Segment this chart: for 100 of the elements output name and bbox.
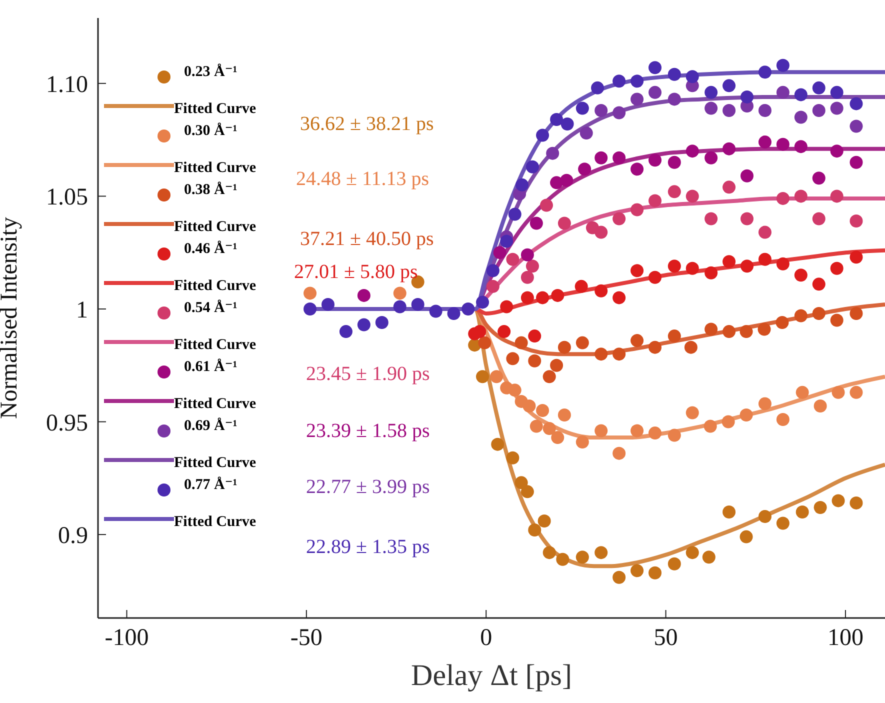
point (304, 302, 317, 316)
point (528, 354, 542, 368)
point (630, 264, 644, 278)
point (526, 260, 539, 273)
point (357, 288, 370, 302)
point (648, 426, 662, 440)
point (411, 298, 424, 311)
point (812, 212, 826, 226)
point (393, 286, 406, 300)
point (486, 280, 500, 293)
point (794, 190, 808, 203)
point (740, 325, 753, 338)
point (528, 524, 542, 537)
point (612, 151, 626, 164)
point (668, 557, 681, 570)
point (550, 358, 564, 372)
legend-label: Fitted Curve (174, 396, 256, 412)
point (794, 268, 808, 282)
point (704, 86, 718, 99)
point (508, 384, 522, 397)
point (722, 505, 736, 518)
annotation: 24.48 ± 11.13 ps (296, 168, 430, 191)
point (686, 144, 699, 158)
point (812, 306, 826, 320)
point (740, 408, 753, 422)
point (704, 151, 718, 164)
y-axis-title: Normalised Intensity (0, 217, 23, 419)
point (648, 154, 662, 167)
point (648, 194, 662, 208)
point (704, 420, 717, 433)
point (556, 552, 570, 566)
point (686, 190, 699, 203)
point (830, 144, 844, 158)
point (630, 564, 644, 578)
annotation: 23.45 ± 1.90 ps (306, 363, 430, 386)
point (776, 58, 790, 72)
point (850, 306, 863, 320)
y-tick-label: 1 (76, 297, 88, 324)
point (850, 156, 863, 169)
point (576, 102, 589, 115)
point (520, 270, 534, 284)
x-tick-label: -50 (290, 625, 322, 652)
point (304, 286, 317, 300)
point (850, 120, 863, 133)
point (500, 234, 514, 248)
point (850, 386, 863, 399)
point (704, 102, 718, 115)
point (704, 322, 718, 336)
legend-label: 0.61 Å⁻¹ (184, 359, 238, 376)
point (704, 266, 718, 280)
point (648, 86, 662, 99)
annotation: 37.21 ± 40.50 ps (300, 228, 434, 251)
point (758, 510, 772, 523)
point (530, 216, 543, 230)
point (758, 397, 772, 410)
point (740, 260, 754, 273)
point (493, 246, 506, 260)
point (478, 336, 492, 350)
point (722, 180, 736, 194)
point (794, 88, 808, 102)
point (429, 304, 442, 318)
point (830, 86, 844, 99)
point (551, 431, 564, 444)
point (722, 325, 736, 338)
point (832, 494, 845, 508)
point (576, 336, 589, 350)
annotation: 36.62 ± 38.21 ps (300, 113, 434, 136)
point (491, 438, 504, 451)
point (538, 514, 551, 528)
point (850, 97, 863, 110)
legend-label: 0.38 Å⁻¹ (184, 182, 238, 198)
point (758, 104, 772, 117)
annotation: 22.89 ± 1.35 ps (306, 536, 430, 559)
point (758, 66, 772, 79)
point (560, 174, 574, 187)
point (558, 216, 571, 230)
point (546, 146, 560, 160)
point (339, 325, 352, 338)
point (516, 178, 529, 192)
point (668, 260, 681, 273)
point (500, 300, 514, 314)
point (612, 446, 626, 460)
point (514, 336, 528, 350)
legend-label: 0.69 Å⁻¹ (184, 418, 238, 434)
legend-label: 0.54 Å⁻¹ (184, 300, 238, 316)
point (522, 399, 536, 412)
x-tick-label: 0 (480, 625, 492, 652)
point (520, 248, 534, 262)
point (551, 288, 564, 302)
point (612, 212, 626, 226)
point (704, 212, 718, 226)
point (536, 291, 550, 304)
point (594, 151, 608, 164)
point (536, 128, 550, 142)
point (686, 546, 699, 560)
point (498, 325, 511, 338)
y-tick-label: 0.9 (58, 523, 88, 550)
point (648, 61, 662, 74)
point (812, 278, 826, 291)
point (776, 86, 790, 99)
